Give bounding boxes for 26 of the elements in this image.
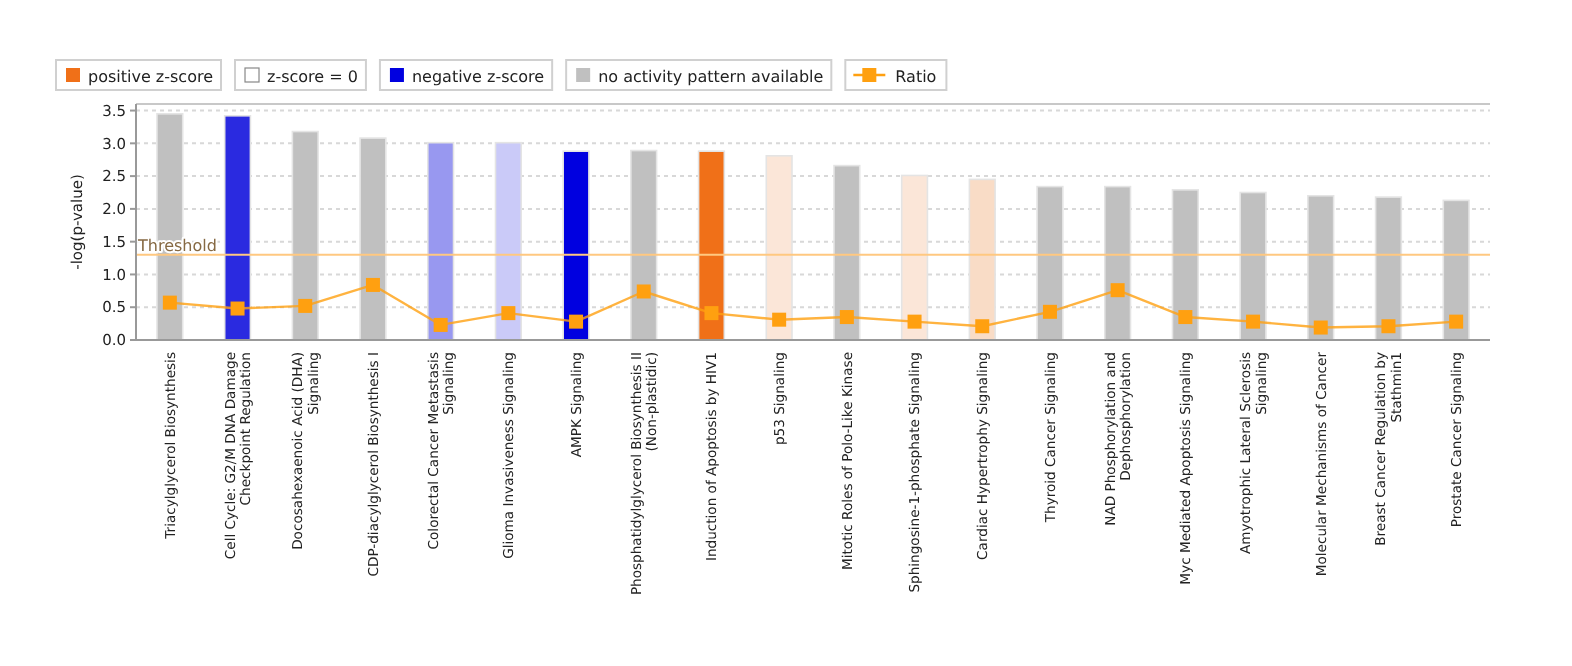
point bbox=[839, 310, 854, 325]
point bbox=[907, 314, 922, 329]
point bbox=[1313, 320, 1328, 335]
point bbox=[1110, 283, 1125, 298]
point bbox=[1246, 314, 1261, 329]
point bbox=[704, 306, 719, 321]
point bbox=[569, 314, 584, 329]
point bbox=[636, 284, 651, 299]
ref-line-label: Threshold bbox=[136, 236, 217, 255]
legend-label: Ratio bbox=[895, 68, 937, 86]
point bbox=[772, 312, 787, 327]
point bbox=[1381, 319, 1396, 334]
point bbox=[1449, 314, 1464, 329]
point bbox=[162, 295, 177, 310]
point bbox=[365, 277, 380, 292]
point bbox=[230, 301, 245, 316]
point bbox=[501, 306, 516, 321]
point bbox=[975, 319, 990, 334]
point bbox=[298, 298, 313, 313]
legend-label: z-score = 0 bbox=[267, 68, 358, 86]
point bbox=[1178, 310, 1193, 325]
legend-label: no activity pattern available bbox=[598, 68, 824, 86]
legend-label: negative z-score bbox=[411, 68, 545, 86]
point bbox=[433, 317, 448, 332]
legend-label: positive z-score bbox=[88, 68, 214, 86]
point bbox=[1042, 304, 1057, 319]
